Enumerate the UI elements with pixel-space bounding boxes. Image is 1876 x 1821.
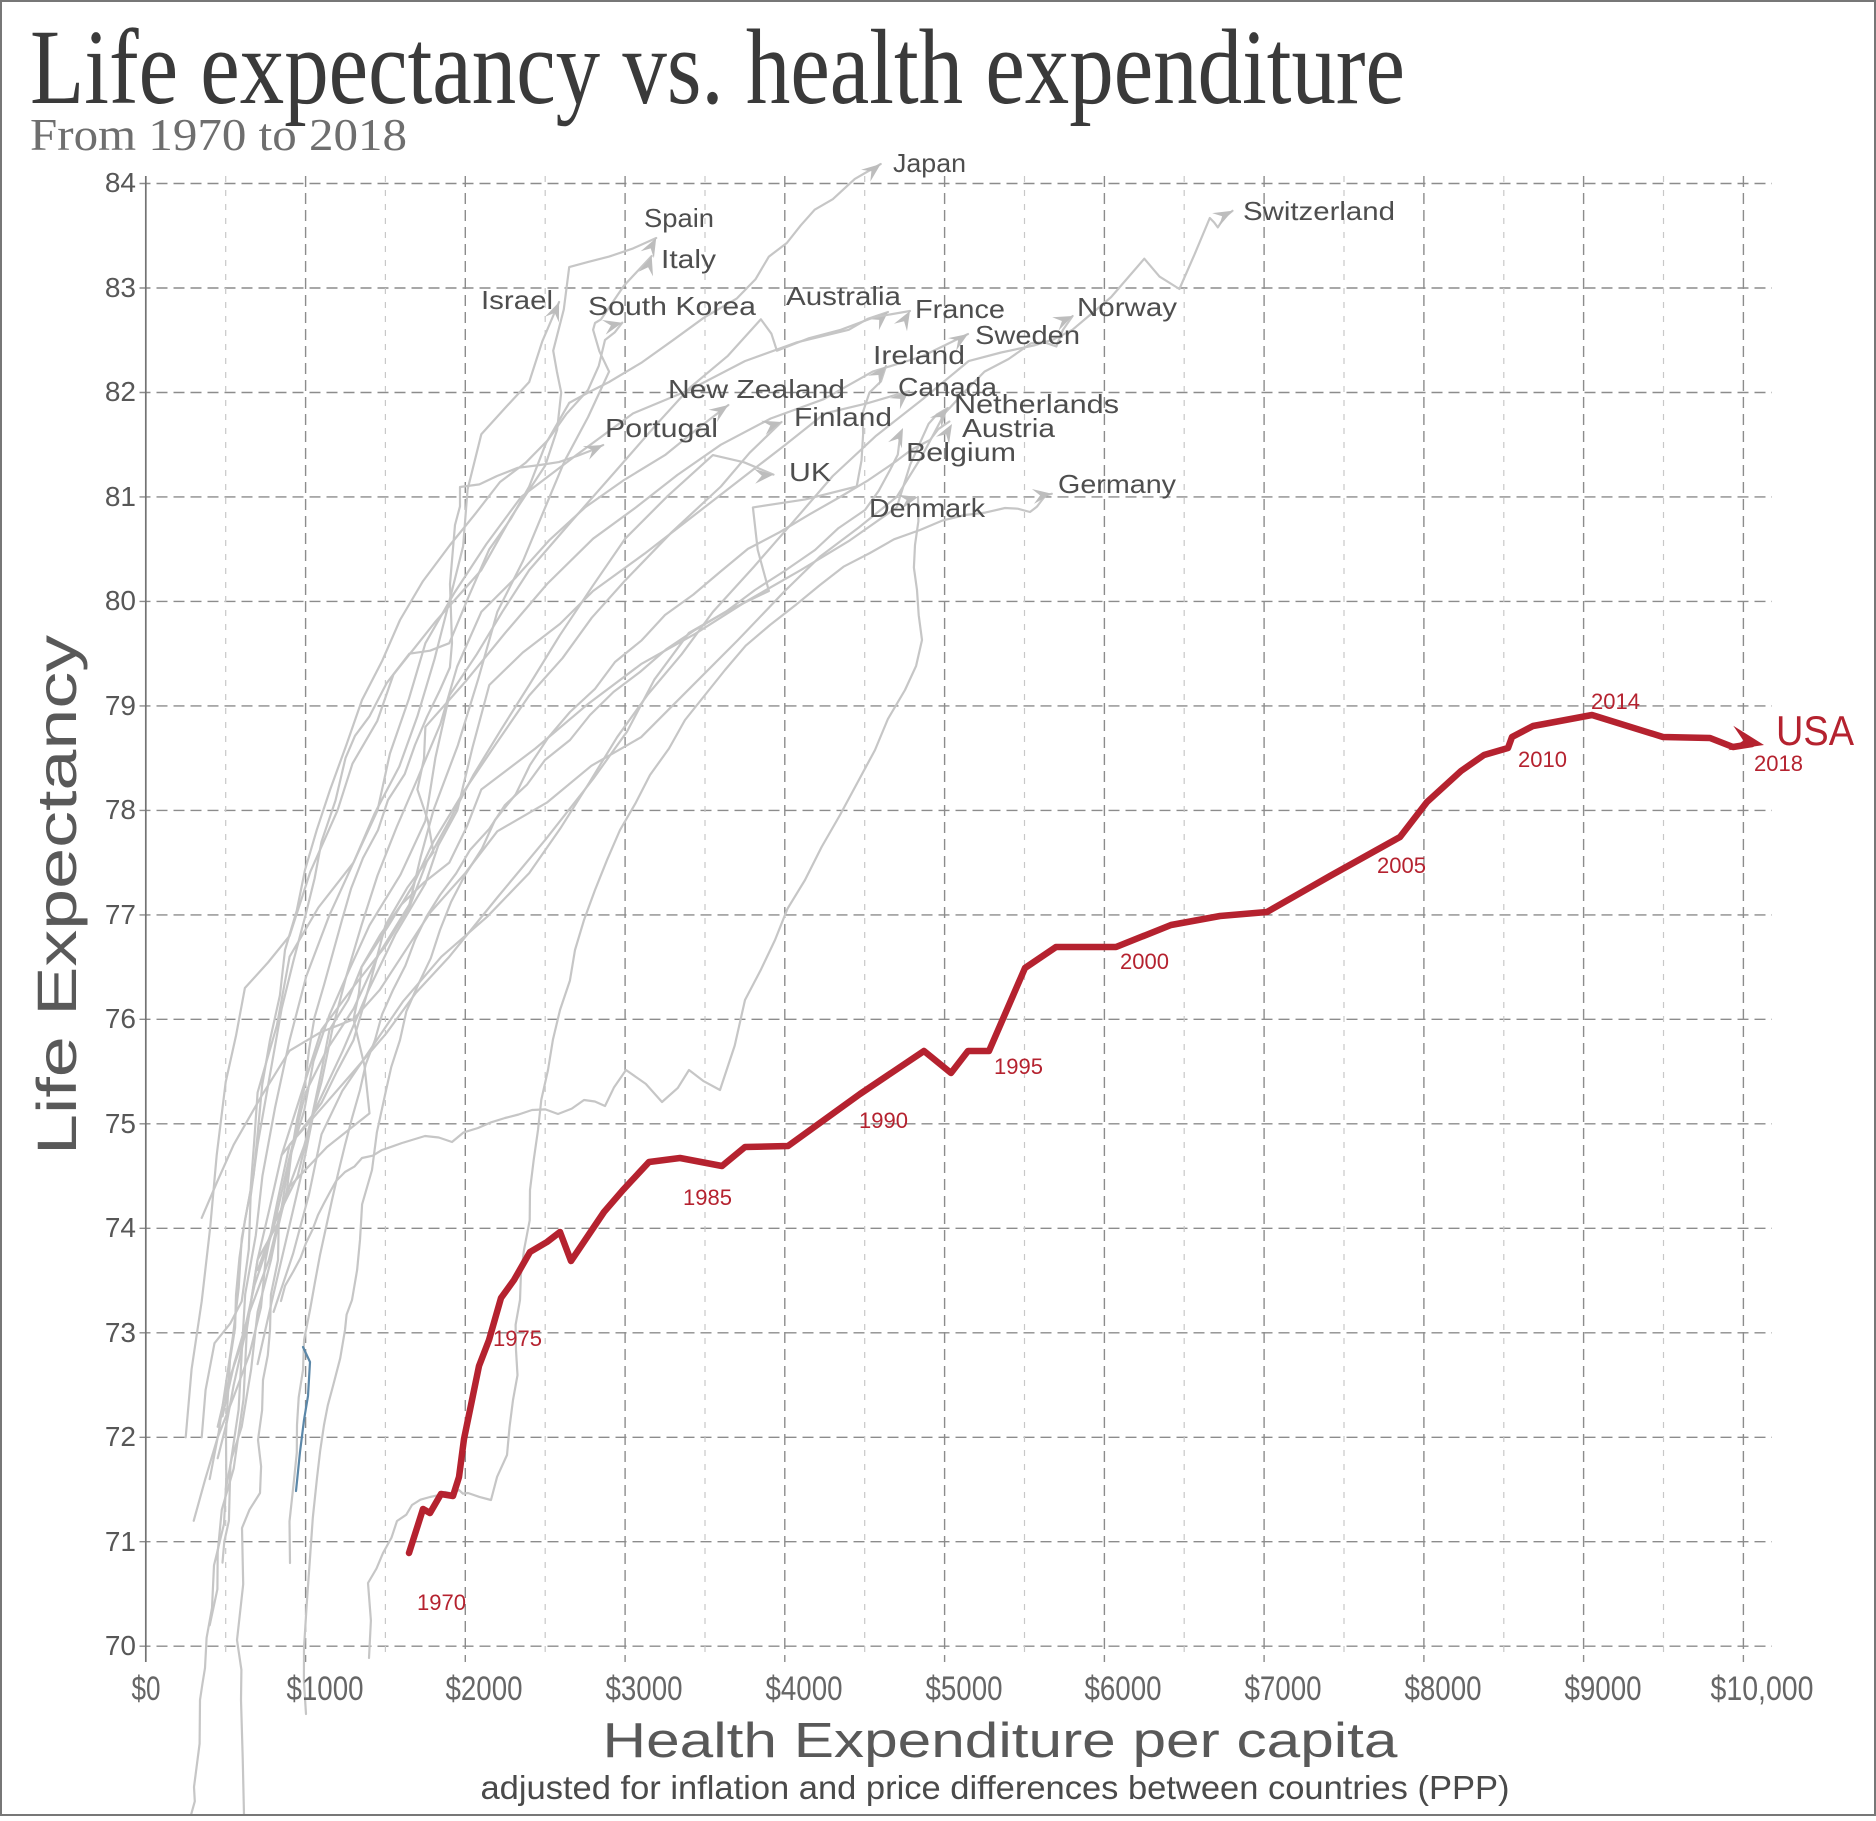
svg-text:$8000: $8000 (1405, 1670, 1482, 1708)
svg-text:84: 84 (105, 167, 136, 198)
svg-text:New Zealand: New Zealand (668, 374, 845, 404)
svg-text:Norway: Norway (1077, 292, 1177, 322)
svg-text:83: 83 (105, 272, 136, 303)
svg-text:72: 72 (105, 1421, 136, 1452)
svg-text:$9000: $9000 (1565, 1670, 1642, 1708)
svg-text:$0: $0 (132, 1670, 161, 1708)
svg-text:1995: 1995 (994, 1054, 1043, 1079)
svg-text:Finland: Finland (794, 402, 892, 432)
svg-text:2005: 2005 (1377, 853, 1426, 878)
svg-text:Belgium: Belgium (906, 437, 1016, 467)
svg-text:77: 77 (105, 899, 136, 930)
svg-text:74: 74 (105, 1212, 136, 1243)
svg-text:Israel: Israel (481, 285, 553, 315)
svg-text:Italy: Italy (661, 244, 716, 274)
svg-text:2014: 2014 (1591, 689, 1640, 714)
svg-text:$7000: $7000 (1245, 1670, 1322, 1708)
svg-text:79: 79 (105, 690, 136, 721)
svg-text:1985: 1985 (683, 1185, 732, 1210)
svg-text:$3000: $3000 (606, 1670, 683, 1708)
svg-text:1975: 1975 (493, 1326, 542, 1351)
svg-text:Portugal: Portugal (605, 413, 718, 443)
svg-text:$2000: $2000 (446, 1670, 523, 1708)
svg-text:2018: 2018 (1754, 751, 1803, 776)
svg-text:Health Expenditure per capita: Health Expenditure per capita (603, 1714, 1399, 1768)
svg-text:80: 80 (105, 585, 136, 616)
svg-text:1990: 1990 (859, 1108, 908, 1133)
svg-text:Denmark: Denmark (869, 493, 986, 523)
svg-text:82: 82 (105, 376, 136, 407)
svg-text:USA: USA (1776, 707, 1854, 754)
svg-text:Japan: Japan (893, 148, 966, 178)
svg-text:71: 71 (105, 1526, 136, 1557)
svg-text:$1000: $1000 (287, 1670, 364, 1708)
svg-text:78: 78 (105, 794, 136, 825)
svg-text:Austria: Austria (962, 413, 1056, 443)
svg-text:76: 76 (105, 1003, 136, 1034)
svg-text:Ireland: Ireland (873, 340, 965, 370)
svg-text:$4000: $4000 (766, 1670, 843, 1708)
svg-text:South Korea: South Korea (588, 291, 757, 321)
svg-text:1970: 1970 (417, 1590, 466, 1615)
svg-text:adjusted for inflation and pri: adjusted for inflation and price differe… (481, 1769, 1510, 1806)
svg-text:$5000: $5000 (926, 1670, 1003, 1708)
svg-text:81: 81 (105, 481, 136, 512)
svg-text:UK: UK (789, 457, 832, 487)
svg-text:Life expectancy vs. health exp: Life expectancy vs. health expenditure (30, 9, 1405, 127)
svg-text:Australia: Australia (786, 281, 902, 311)
svg-text:Spain: Spain (644, 203, 714, 233)
svg-text:73: 73 (105, 1317, 136, 1348)
svg-text:Germany: Germany (1058, 469, 1176, 499)
svg-text:Switzerland: Switzerland (1243, 196, 1395, 226)
svg-text:75: 75 (105, 1108, 136, 1139)
svg-text:France: France (915, 294, 1005, 324)
svg-text:$6000: $6000 (1085, 1670, 1162, 1708)
svg-text:70: 70 (105, 1630, 136, 1661)
svg-text:From 1970 to 2018: From 1970 to 2018 (30, 109, 407, 160)
svg-text:Netherlands: Netherlands (954, 389, 1119, 419)
svg-text:2010: 2010 (1518, 747, 1567, 772)
svg-text:Canada: Canada (898, 372, 998, 402)
svg-text:2000: 2000 (1120, 949, 1169, 974)
svg-text:Sweden: Sweden (975, 320, 1080, 350)
svg-text:Life Expectancy: Life Expectancy (25, 635, 88, 1155)
svg-text:$10,000: $10,000 (1711, 1670, 1814, 1708)
